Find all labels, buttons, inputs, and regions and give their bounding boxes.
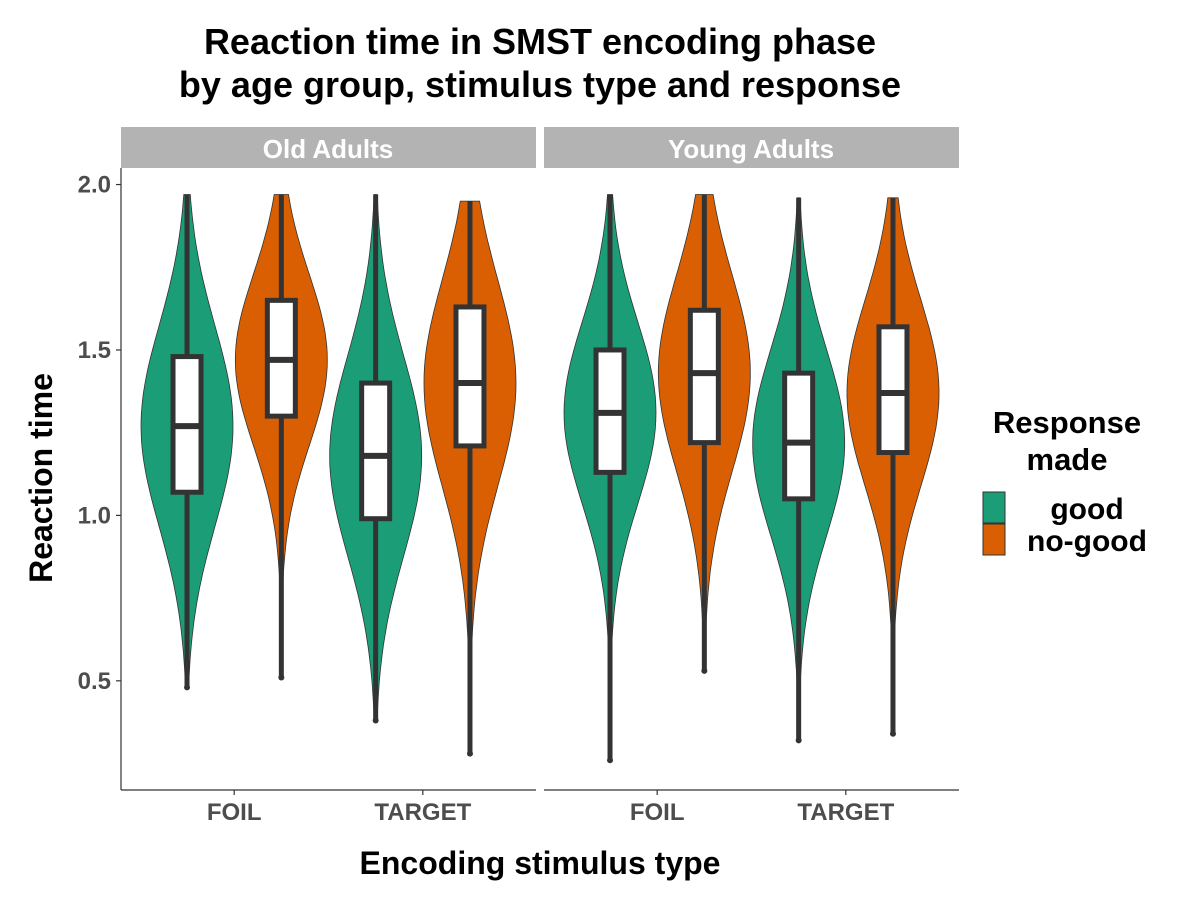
strip-young-adults — [544, 127, 959, 168]
box — [359, 380, 393, 522]
strip-label-young-adults: Young Adults — [668, 134, 834, 164]
y-tick-label: 1.0 — [78, 502, 111, 529]
legend-label-good: good — [1050, 493, 1123, 526]
chart-title-line-2: by age group, stimulus type and response — [179, 64, 901, 105]
x-tick-label: FOIL — [207, 799, 262, 826]
panel-old-adults — [121, 194, 536, 791]
box — [687, 307, 721, 446]
y-tick-label: 0.5 — [78, 668, 111, 695]
x-tick-label: TARGET — [797, 799, 894, 826]
box — [876, 324, 910, 456]
box — [453, 304, 487, 449]
box — [782, 370, 816, 502]
strip-label-old-adults: Old Adults — [263, 134, 393, 164]
y-axis-title: Reaction time — [23, 373, 59, 583]
y-tick-label: 2.0 — [78, 172, 111, 199]
x-axis-title: Encoding stimulus type — [360, 845, 721, 881]
legend-label-no-good: no-good — [1027, 525, 1147, 558]
legend-swatch-no-good — [982, 523, 1006, 556]
strip-old-adults — [121, 127, 536, 168]
legend-title-line-1: Response — [993, 405, 1141, 440]
legend-title-line-2: made — [1027, 442, 1108, 477]
legend: Response made good no-good — [982, 405, 1147, 558]
min-point — [607, 757, 614, 764]
y-tick-label: 1.5 — [78, 337, 111, 364]
min-point — [795, 737, 802, 744]
min-point — [466, 750, 473, 757]
min-point — [184, 684, 191, 691]
x-axis-ticks: FOIL TARGET FOIL TARGET — [207, 790, 895, 826]
chart-title-line-1: Reaction time in SMST encoding phase — [204, 21, 876, 62]
panel-young-adults — [544, 194, 959, 791]
x-tick-label: FOIL — [630, 799, 685, 826]
min-point — [701, 667, 708, 674]
min-point — [889, 730, 896, 737]
min-point — [278, 674, 285, 681]
y-axis: 0.5 1.0 1.5 2.0 — [78, 168, 122, 790]
min-point — [372, 717, 379, 724]
x-tick-label: TARGET — [374, 799, 471, 826]
legend-swatch-good — [982, 491, 1006, 524]
